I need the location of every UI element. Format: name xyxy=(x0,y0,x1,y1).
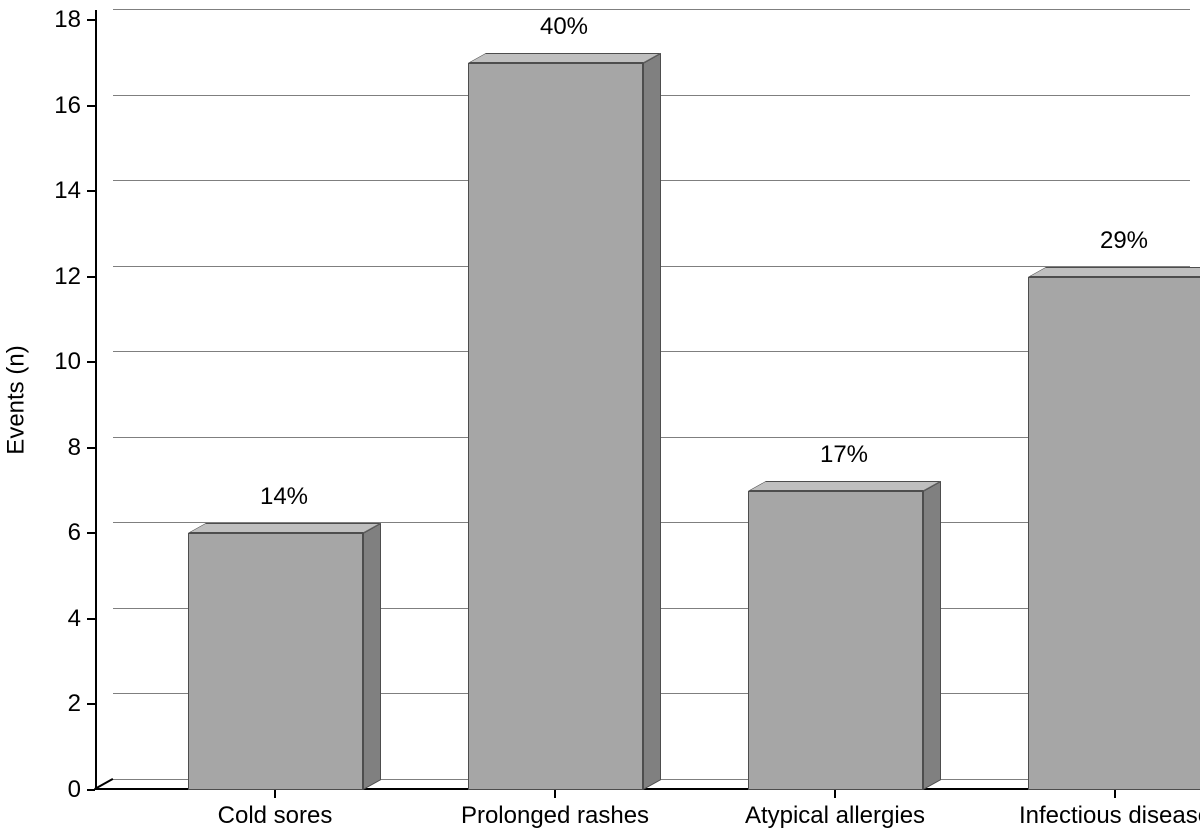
y-tick-label: 16 xyxy=(21,92,81,120)
bar-value-label: 40% xyxy=(540,13,588,41)
bar-front xyxy=(1028,277,1200,790)
y-tick xyxy=(87,276,95,278)
bar-side xyxy=(363,523,381,790)
y-tick xyxy=(87,618,95,620)
gridline xyxy=(113,9,1190,10)
x-tick-label: Atypical allergies xyxy=(745,802,925,830)
bar-value-label: 29% xyxy=(1100,227,1148,255)
bar-value-label: 17% xyxy=(820,441,868,469)
x-tick-label: Infectious disease xyxy=(1019,802,1200,830)
bar xyxy=(748,481,941,790)
bar-side xyxy=(923,481,941,790)
y-tick-label: 12 xyxy=(21,263,81,291)
bar-front xyxy=(468,63,643,790)
y-axis-title: Events (n) xyxy=(2,345,30,454)
y-tick-label: 6 xyxy=(21,519,81,547)
bar-value-label: 14% xyxy=(260,483,308,511)
y-tick xyxy=(87,361,95,363)
x-tick xyxy=(1114,790,1116,798)
y-axis-line xyxy=(95,10,97,790)
bar xyxy=(188,523,381,790)
bar-front xyxy=(188,533,363,790)
y-tick xyxy=(87,789,95,791)
y-tick xyxy=(87,447,95,449)
bar-top xyxy=(188,523,381,533)
bar-front xyxy=(748,491,923,790)
bar-chart: 02468101214161814%Cold sores40%Prolonged… xyxy=(0,0,1200,837)
bar-top xyxy=(468,53,661,63)
y-tick-label: 4 xyxy=(21,605,81,633)
y-tick-label: 0 xyxy=(21,776,81,804)
bar-top xyxy=(748,481,941,491)
y-tick xyxy=(87,190,95,192)
y-tick xyxy=(87,703,95,705)
x-tick-label: Prolonged rashes xyxy=(461,802,649,830)
x-tick xyxy=(554,790,556,798)
bar xyxy=(468,53,661,790)
y-tick-label: 18 xyxy=(21,6,81,34)
x-tick-label: Cold sores xyxy=(218,802,333,830)
bar xyxy=(1028,267,1200,790)
y-tick xyxy=(87,532,95,534)
y-tick-label: 2 xyxy=(21,690,81,718)
y-tick xyxy=(87,19,95,21)
bar-top xyxy=(1028,267,1200,277)
plot-area: 02468101214161814%Cold sores40%Prolonged… xyxy=(95,10,1190,790)
y-tick xyxy=(87,105,95,107)
bar-side xyxy=(643,53,661,790)
x-tick xyxy=(274,790,276,798)
y-tick-label: 14 xyxy=(21,177,81,205)
x-tick xyxy=(834,790,836,798)
